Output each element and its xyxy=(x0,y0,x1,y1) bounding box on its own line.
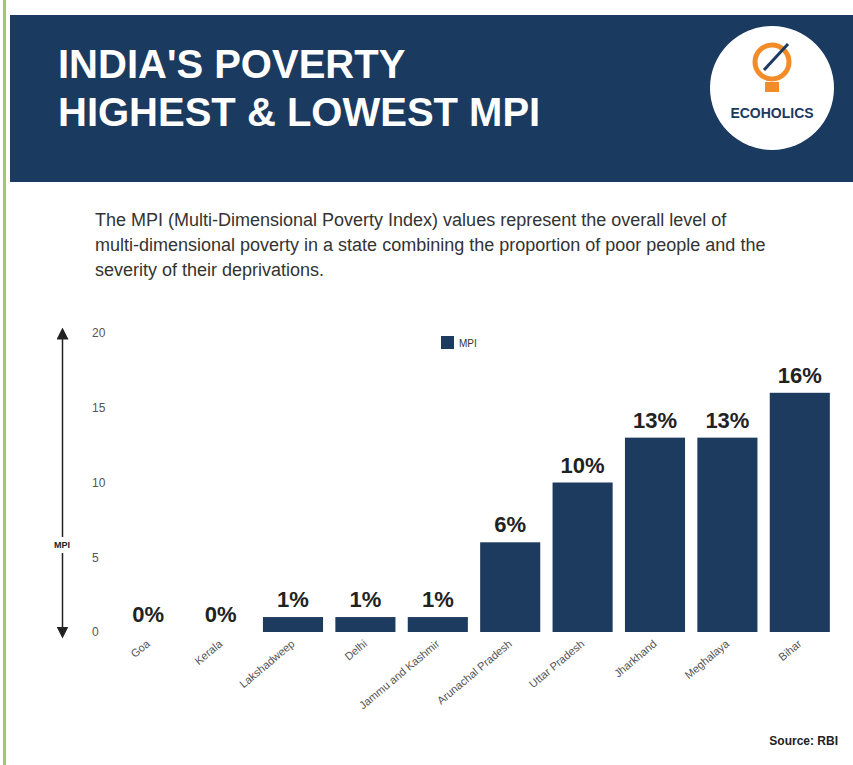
chart-root: INDIA'S POVERTYHIGHEST & LOWEST MPI ECOHO… xyxy=(0,0,853,765)
x-tick: Bihar xyxy=(776,637,804,663)
bars xyxy=(263,393,830,632)
data-label: 0% xyxy=(132,602,164,627)
background xyxy=(0,0,853,765)
bar xyxy=(335,617,395,632)
x-tick: Goa xyxy=(128,637,152,660)
y-axis-line xyxy=(62,334,64,633)
y-tick: 15 xyxy=(92,401,106,415)
x-tick: Arunachal Pradesh xyxy=(435,637,514,706)
x-tick-label: Delhi xyxy=(342,637,369,662)
y-tick-label: 10 xyxy=(92,476,106,490)
data-label: 1% xyxy=(277,587,309,612)
x-tick: Lakshadweep xyxy=(237,637,297,690)
legend: MPI xyxy=(441,336,477,349)
x-tick-label: Lakshadweep xyxy=(237,637,297,690)
x-tick-label: Goa xyxy=(128,637,152,660)
bar xyxy=(553,483,613,633)
data-label: 1% xyxy=(350,587,382,612)
source: Source: RBI xyxy=(769,734,838,748)
data-label: 6% xyxy=(494,512,526,537)
y-tick-label: 15 xyxy=(92,401,106,415)
data-label: 0% xyxy=(205,602,237,627)
x-tick-label: Jharkhand xyxy=(612,637,659,679)
bar xyxy=(118,632,178,633)
logo-circle xyxy=(710,26,834,150)
y-tick: 10 xyxy=(92,476,106,490)
x-tick: Meghalaya xyxy=(682,637,732,681)
x-tick-label: Kerala xyxy=(192,637,225,667)
y-axis-title-bg xyxy=(51,537,73,553)
legend-label: MPI xyxy=(459,338,477,349)
logo-bulb xyxy=(755,45,789,79)
bar xyxy=(697,438,757,632)
x-tick: Jharkhand xyxy=(612,637,659,679)
legend-swatch xyxy=(441,336,454,349)
x-tick-label: Meghalaya xyxy=(682,637,732,681)
y-axis-title: MPI xyxy=(54,540,70,550)
y-axis: 0 5 10 15 20 xyxy=(63,326,106,639)
data-label: 16% xyxy=(778,363,822,388)
x-tick: Jammu and Kashmir xyxy=(357,637,442,711)
logo-bulb-base xyxy=(765,82,779,92)
bar xyxy=(625,438,685,632)
y-tick: 5 xyxy=(92,551,99,565)
data-labels: 0% 0% 1% 1% 1% 6% 10% 13% 13% 16% xyxy=(132,363,822,627)
y-tick-label: 5 xyxy=(92,551,99,565)
chart-svg: INDIA'S POVERTYHIGHEST & LOWEST MPI ECOHO… xyxy=(0,0,853,765)
x-tick-label: Uttar Pradesh xyxy=(527,637,587,690)
side-strip xyxy=(3,0,6,765)
x-tick-label: Arunachal Pradesh xyxy=(435,637,514,706)
x-tick-label: Bihar xyxy=(776,637,804,663)
bar xyxy=(770,393,830,632)
x-tick: Delhi xyxy=(342,637,369,662)
bar xyxy=(480,542,540,632)
y-tick-label: 0 xyxy=(92,625,99,639)
bar xyxy=(408,617,468,632)
bar xyxy=(191,632,251,633)
y-tick: 0 xyxy=(92,625,99,639)
header-band xyxy=(10,15,853,182)
x-tick: Kerala xyxy=(192,637,225,667)
bar xyxy=(263,617,323,632)
data-label: 13% xyxy=(705,408,749,433)
logo-needle xyxy=(764,44,788,70)
data-label: 1% xyxy=(422,587,454,612)
y-tick-label: 20 xyxy=(92,326,106,340)
brand: ECOHOLICS xyxy=(730,105,813,121)
x-tick: Uttar Pradesh xyxy=(527,637,587,690)
subtitle: The MPI (Multi-Dimensional Poverty Index… xyxy=(95,210,765,280)
data-label: 13% xyxy=(633,408,677,433)
data-label: 10% xyxy=(561,453,605,478)
x-axis: Goa Kerala Lakshadweep DelhiJammu and Kashm… xyxy=(128,637,803,712)
title: INDIA'S POVERTYHIGHEST & LOWEST MPI xyxy=(58,42,540,134)
y-tick: 20 xyxy=(92,326,106,340)
x-tick-label: Jammu and Kashmir xyxy=(357,637,442,711)
